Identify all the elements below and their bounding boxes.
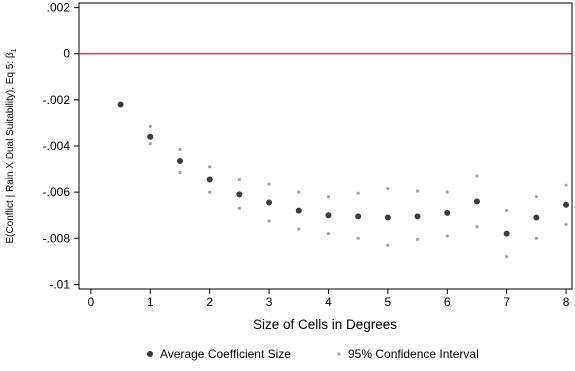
ci-lower-point	[178, 170, 182, 175]
mean-point	[295, 207, 302, 214]
ci-upper-point	[148, 124, 152, 128]
y-tick-label: 0	[63, 47, 70, 61]
mean-point	[325, 212, 332, 219]
x-tick-label: 0	[88, 295, 95, 309]
ci-upper-point	[475, 174, 479, 178]
ci-upper-point	[415, 189, 420, 193]
ci-lower-point	[326, 232, 331, 236]
mean-point	[206, 176, 213, 183]
x-axis-label: Size of Cells in Degrees	[253, 317, 397, 332]
ci-lower-point	[505, 255, 509, 259]
ci-lower-point	[356, 236, 360, 240]
x-axis: 0 1 2 3 4 5 6 7 8	[88, 289, 570, 309]
ci-upper-point	[297, 190, 301, 194]
ci-lower-point	[564, 222, 568, 227]
ci-upper-point	[505, 208, 509, 213]
mean-points-layer	[117, 101, 570, 237]
y-axis: .002 0 -.002 -.004 -.006 -.008 -.01	[43, 1, 79, 291]
ci-upper-point	[386, 187, 390, 191]
y-tick-label: -.01	[49, 277, 70, 291]
ci-upper-point	[178, 147, 182, 152]
ci-upper-point	[326, 195, 331, 199]
legend-ci-marker	[337, 352, 341, 356]
ci-lower-point	[534, 236, 538, 240]
mean-point	[117, 101, 124, 108]
mean-point	[473, 198, 480, 205]
y-axis-label-subscript: 1	[11, 48, 18, 52]
ci-upper-point	[237, 177, 241, 182]
ci-lower-point	[208, 190, 212, 194]
mean-point	[444, 209, 451, 216]
y-tick-label: -.008	[43, 231, 71, 245]
mean-point	[414, 213, 421, 220]
ci-lower-point	[415, 237, 420, 242]
x-tick-label: 8	[563, 295, 570, 309]
legend: Average Coefficient Size 95% Confidence …	[147, 347, 479, 361]
ci-upper-point	[534, 195, 538, 199]
ci-lower-point	[237, 206, 241, 210]
x-tick-label: 2	[206, 295, 213, 309]
ci-lower-point	[148, 142, 152, 146]
ci-lower-point	[445, 234, 449, 238]
mean-point	[176, 157, 183, 164]
x-tick-label: 3	[266, 295, 273, 309]
ci-upper-point	[445, 190, 449, 194]
ci-upper-point	[564, 183, 568, 187]
legend-mean-label: Average Coefficient Size	[160, 347, 291, 361]
y-axis-label-group: E(Conflict | Rain X Dual Suitability), E…	[5, 48, 18, 243]
x-tick-label: 7	[503, 295, 510, 309]
ci-lower-point	[475, 225, 479, 229]
mean-point	[563, 201, 570, 208]
ci-upper-point	[267, 182, 271, 186]
ci-lower-point	[386, 243, 390, 247]
x-tick-label: 6	[444, 295, 451, 309]
ci-upper-point	[208, 165, 212, 169]
mean-point	[266, 199, 273, 206]
legend-mean-marker	[147, 351, 153, 357]
y-axis-label: E(Conflict | Rain X Dual Suitability), E…	[5, 48, 18, 243]
mean-point	[236, 191, 243, 198]
mean-point	[503, 230, 510, 237]
mean-point	[384, 214, 391, 221]
ci-lower-point	[267, 219, 271, 223]
y-tick-label: .002	[47, 1, 71, 15]
x-tick-label: 5	[385, 295, 392, 309]
y-axis-label-main: E(Conflict | Rain X Dual Suitability), E…	[5, 52, 16, 243]
y-tick-label: -.004	[43, 139, 71, 153]
legend-ci-label: 95% Confidence Interval	[348, 347, 479, 361]
mean-point	[147, 133, 154, 140]
mean-point	[355, 213, 362, 220]
y-tick-label: -.006	[43, 185, 71, 199]
mean-point	[533, 214, 540, 221]
ci-points-layer	[148, 124, 568, 259]
ci-upper-point	[356, 191, 360, 195]
x-tick-label: 1	[147, 295, 154, 309]
ci-lower-point	[297, 227, 301, 231]
y-tick-label: -.002	[43, 93, 71, 107]
x-tick-label: 4	[325, 295, 332, 309]
